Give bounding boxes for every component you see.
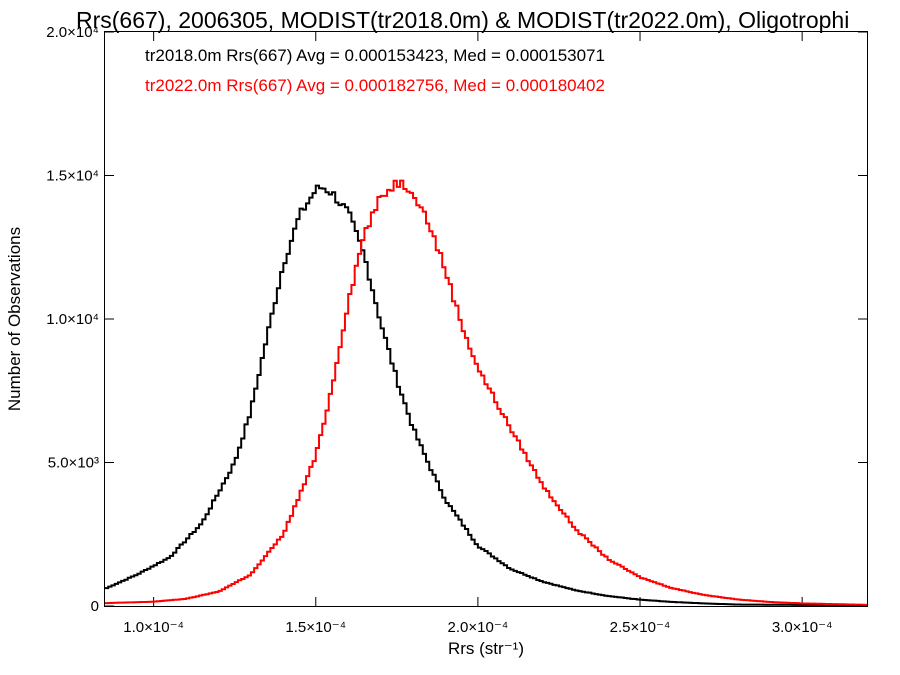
y-tick-label: 5.0×10³ (48, 455, 99, 472)
y-tick-label: 2.0×10⁴ (46, 24, 99, 41)
legend-entry-tr2018: tr2018.0m Rrs(667) Avg = 0.000153423, Me… (145, 46, 605, 65)
x-tick-label: 2.0×10⁻⁴ (448, 619, 509, 636)
x-tick-label: 3.0×10⁻⁴ (772, 619, 833, 636)
series-layer (105, 179, 867, 607)
series-tr2018.0m (105, 184, 867, 607)
x-axis-label: Rrs (str⁻¹) (448, 639, 524, 658)
series-tr2022.0m (105, 179, 867, 606)
chart-title: Rrs(667), 2006305, MODIST(tr2018.0m) & M… (76, 7, 849, 33)
x-tick-label: 1.0×10⁻⁴ (123, 619, 184, 636)
y-axis-label: Number of Observations (5, 227, 24, 411)
x-tick-label: 1.5×10⁻⁴ (285, 619, 346, 636)
y-tick-label: 0 (91, 598, 99, 615)
series-line-tr2022.0m (105, 179, 867, 606)
y-axis-ticks: 0 5.0×10³ 1.0×10⁴ 1.5×10⁴ 2.0×10⁴ (46, 24, 867, 615)
x-axis-ticks: 1.0×10⁻⁴ 1.5×10⁻⁴ 2.0×10⁻⁴ 2.5×10⁻⁴ 3.0×10⁻⁴ (123, 32, 832, 636)
x-tick-label: 2.5×10⁻⁴ (610, 619, 671, 636)
plot-frame (104, 31, 868, 607)
legend-entry-tr2022: tr2022.0m Rrs(667) Avg = 0.000182756, Me… (145, 76, 605, 95)
y-tick-label: 1.5×10⁴ (46, 168, 99, 185)
y-tick-label: 1.0×10⁴ (46, 311, 99, 328)
series-line-tr2018.0m (105, 184, 867, 607)
